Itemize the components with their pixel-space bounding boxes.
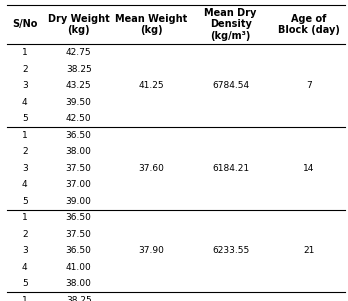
Text: 5: 5	[22, 114, 27, 123]
Text: 1: 1	[22, 296, 27, 301]
Text: 42.50: 42.50	[66, 114, 92, 123]
Text: 5: 5	[22, 279, 27, 288]
Text: 14: 14	[303, 164, 315, 173]
Text: 37.90: 37.90	[138, 246, 164, 255]
Text: 37.50: 37.50	[66, 164, 92, 173]
Text: 7: 7	[306, 81, 312, 90]
Text: 6784.54: 6784.54	[212, 81, 249, 90]
Text: 4: 4	[22, 180, 27, 189]
Text: 38.00: 38.00	[66, 147, 92, 156]
Text: 36.50: 36.50	[66, 213, 92, 222]
Text: 21: 21	[303, 246, 315, 255]
Text: 39.00: 39.00	[66, 197, 92, 206]
Text: 39.50: 39.50	[66, 98, 92, 107]
Text: 42.75: 42.75	[66, 48, 92, 57]
Text: 5: 5	[22, 197, 27, 206]
Text: 41.25: 41.25	[139, 81, 164, 90]
Text: 41.00: 41.00	[66, 263, 92, 272]
Text: Mean Weight
(kg): Mean Weight (kg)	[115, 14, 187, 35]
Text: 3: 3	[22, 164, 27, 173]
Text: 37.00: 37.00	[66, 180, 92, 189]
Text: Mean Dry
Density
(kg/m³): Mean Dry Density (kg/m³)	[204, 8, 257, 41]
Text: 2: 2	[22, 65, 27, 74]
Text: 3: 3	[22, 246, 27, 255]
Text: S/No: S/No	[12, 20, 37, 29]
Text: 37.50: 37.50	[66, 230, 92, 239]
Text: 43.25: 43.25	[66, 81, 92, 90]
Text: 38.25: 38.25	[66, 296, 92, 301]
Text: 36.50: 36.50	[66, 131, 92, 140]
Text: 3: 3	[22, 81, 27, 90]
Text: 38.25: 38.25	[66, 65, 92, 74]
Text: 2: 2	[22, 230, 27, 239]
Text: 36.50: 36.50	[66, 246, 92, 255]
Text: 6233.55: 6233.55	[212, 246, 249, 255]
Text: 1: 1	[22, 213, 27, 222]
Text: 37.60: 37.60	[138, 164, 164, 173]
Text: 4: 4	[22, 263, 27, 272]
Text: 1: 1	[22, 48, 27, 57]
Text: 2: 2	[22, 147, 27, 156]
Text: 1: 1	[22, 131, 27, 140]
Text: 4: 4	[22, 98, 27, 107]
Text: Age of
Block (day): Age of Block (day)	[278, 14, 340, 35]
Text: 38.00: 38.00	[66, 279, 92, 288]
Text: Dry Weight
(kg): Dry Weight (kg)	[48, 14, 110, 35]
Text: 6184.21: 6184.21	[212, 164, 249, 173]
